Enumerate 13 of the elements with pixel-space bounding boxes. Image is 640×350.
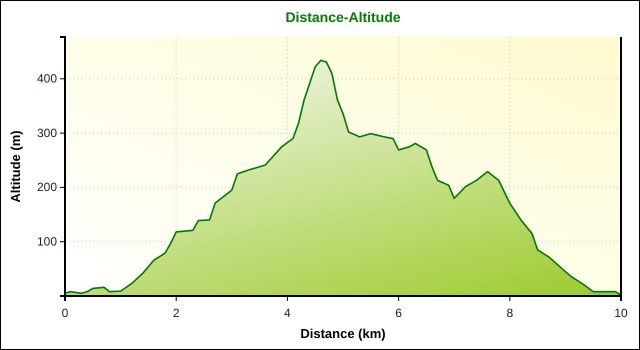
y-tick-label: 200	[36, 180, 58, 194]
x-axis-title: Distance (km)	[300, 326, 386, 341]
x-tick-label: 6	[395, 306, 402, 320]
y-tick-label: 300	[36, 126, 58, 140]
x-tick-label: 10	[614, 306, 628, 320]
y-tick-label: 100	[36, 234, 58, 249]
x-tick-label: 8	[506, 306, 514, 320]
x-tick-label: 2	[172, 306, 180, 320]
y-axis-title: Altitude (m)	[8, 130, 23, 203]
x-tick-label: 0	[62, 306, 69, 320]
chart-title: Distance-Altitude	[285, 9, 401, 25]
x-tick-label: 4	[284, 306, 292, 320]
y-tick-label: 400	[36, 72, 58, 86]
